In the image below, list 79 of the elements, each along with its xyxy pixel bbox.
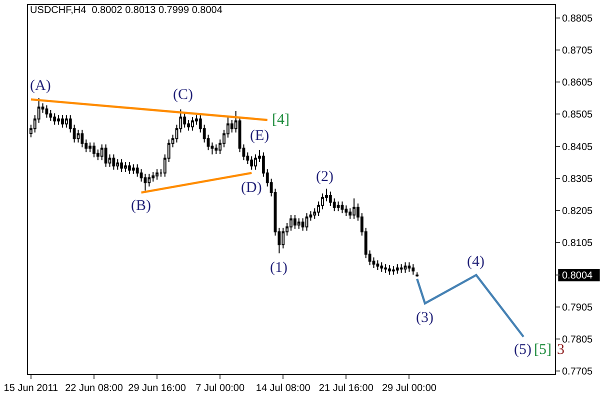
- candlestick: [45, 104, 48, 118]
- candlestick: [64, 114, 68, 128]
- candlestick: [408, 262, 411, 272]
- x-tick-label: 15 Jun 2011: [4, 383, 59, 394]
- candlestick: [376, 260, 380, 270]
- candlestick: [144, 173, 147, 192]
- chart-title: USDCHF,H4 0.8002 0.8013 0.7999 0.8004: [30, 4, 223, 16]
- candlestick: [120, 158, 124, 172]
- candlestick: [254, 154, 258, 170]
- annotation: (C): [173, 87, 193, 103]
- candlestick: [148, 173, 151, 187]
- candlestick: [297, 218, 300, 230]
- candlestick: [396, 264, 399, 274]
- text: 3: [557, 342, 564, 358]
- candlestick: [404, 262, 407, 274]
- y-tick-label: 0.8205: [562, 206, 594, 218]
- y-tick-label: 0.8105: [562, 238, 594, 250]
- candlestick: [124, 162, 127, 172]
- candlestick: [92, 142, 96, 158]
- candlestick: [191, 116, 194, 132]
- candlestick: [344, 204, 348, 216]
- x-tick-label: 21 Jul 16:00: [318, 383, 374, 394]
- x-tick-label: 14 Jul 08:00: [256, 383, 311, 394]
- annotation: (5): [514, 342, 532, 358]
- candlestick: [250, 156, 254, 170]
- candlestick: [293, 214, 296, 230]
- candlestick: [136, 164, 139, 178]
- candlestick: [416, 272, 419, 278]
- y-tick-label: 0.8004: [562, 270, 594, 282]
- y-tick-label: 0.8705: [562, 45, 594, 56]
- candlestick: [152, 172, 155, 182]
- candlestick: [112, 154, 116, 170]
- candlestick: [132, 164, 135, 174]
- x-tick-label: 22 Jun 08:00: [65, 383, 124, 394]
- candlestick: [340, 201, 344, 214]
- candlestick: [328, 191, 332, 207]
- candlestick: [80, 129, 84, 148]
- candlestick: [104, 144, 108, 168]
- candlestick: [412, 264, 415, 276]
- line-series: [416, 274, 525, 338]
- annotation: (3): [416, 310, 434, 326]
- candlestick: [156, 168, 159, 180]
- annotation: (E): [250, 128, 270, 144]
- annotation: (A): [30, 78, 51, 94]
- x-tick-label: 29 Jul 00:00: [382, 383, 437, 394]
- candlestick: [128, 162, 131, 174]
- text: [5]: [534, 342, 552, 358]
- candlestick: [61, 114, 64, 128]
- candlestick: [305, 212, 308, 232]
- y-tick-label: 0.8405: [562, 142, 594, 153]
- y-tick-label: 0.7905: [562, 302, 594, 314]
- annotation: (2): [316, 169, 334, 185]
- candlestick: [214, 144, 218, 155]
- candlestick: [384, 264, 388, 274]
- candlestick: [88, 142, 92, 153]
- candlestick: [290, 214, 292, 232]
- y-tick-label: 0.7705: [562, 366, 594, 378]
- y-tick-label: 0.8605: [562, 78, 594, 89]
- candlestick: [392, 266, 395, 276]
- candlestick: [400, 264, 403, 274]
- x-tick-label: 29 Jun 16:00: [128, 383, 186, 394]
- candlestick: [352, 198, 356, 220]
- y-tick-label: 0.8805: [562, 13, 594, 24]
- candlestick: [388, 264, 391, 276]
- annotation: (1): [270, 260, 288, 276]
- candlestick: [336, 201, 340, 212]
- candlestick: [183, 112, 186, 128]
- annotation: [4]: [272, 112, 290, 128]
- candlestick: [380, 262, 384, 272]
- annotation: (D): [241, 180, 262, 196]
- y-tick-label: 0.8505: [562, 110, 594, 121]
- annotation: (4): [467, 254, 484, 270]
- x-tick-label: 7 Jul 00:00: [196, 383, 245, 394]
- annotation: (B): [131, 198, 151, 214]
- y-tick-label: 0.7805: [562, 334, 594, 346]
- candlestick: [53, 112, 56, 126]
- y-tick-label: 0.8305: [562, 174, 594, 185]
- candlestick: [116, 158, 120, 170]
- candlestick: [57, 114, 60, 126]
